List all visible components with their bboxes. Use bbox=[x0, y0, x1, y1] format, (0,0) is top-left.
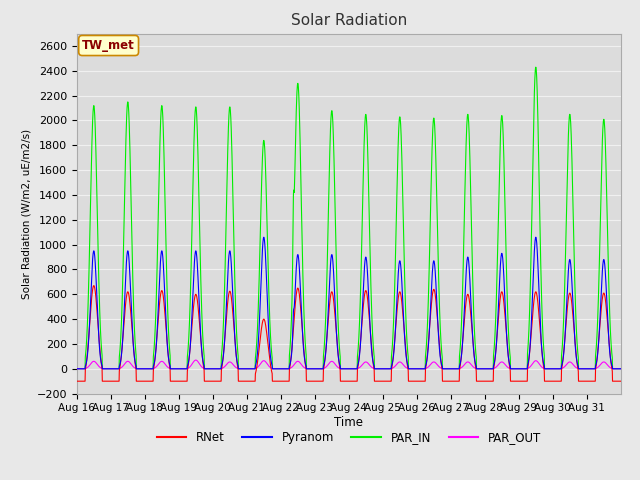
X-axis label: Time: Time bbox=[334, 416, 364, 429]
Title: Solar Radiation: Solar Radiation bbox=[291, 13, 407, 28]
Legend: RNet, Pyranom, PAR_IN, PAR_OUT: RNet, Pyranom, PAR_IN, PAR_OUT bbox=[152, 426, 545, 449]
Text: TW_met: TW_met bbox=[82, 39, 135, 52]
Y-axis label: Solar Radiation (W/m2, uE/m2/s): Solar Radiation (W/m2, uE/m2/s) bbox=[21, 129, 31, 299]
